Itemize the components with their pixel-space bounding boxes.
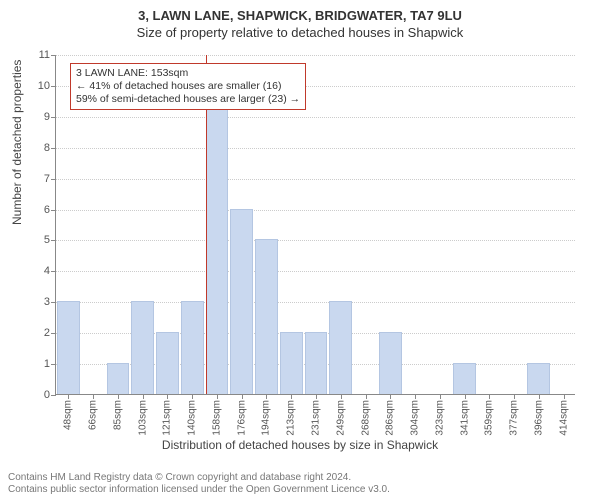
x-tick-mark [440,394,441,399]
x-tick-mark [242,394,243,399]
x-tick-label: 286sqm [385,400,396,436]
histogram-bar [156,332,179,394]
y-tick-label: 1 [44,358,50,370]
y-tick-mark [51,395,56,396]
x-tick-mark [93,394,94,399]
callout-line: ← 41% of detached houses are smaller (16… [76,80,300,93]
x-tick-label: 121sqm [162,400,173,436]
x-tick-label: 414sqm [558,400,569,436]
y-tick-label: 0 [44,389,50,401]
footer-line-2: Contains public sector information licen… [8,484,390,496]
y-tick-mark [51,333,56,334]
callout-box: 3 LAWN LANE: 153sqm← 41% of detached hou… [70,63,306,110]
y-tick-label: 10 [38,80,50,92]
histogram-bar [107,363,130,394]
histogram-bar [181,301,204,394]
x-tick-mark [217,394,218,399]
histogram-bar [131,301,154,394]
gridline [56,210,575,211]
x-tick-label: 48sqm [63,400,74,430]
x-tick-mark [192,394,193,399]
histogram-bar [280,332,303,394]
histogram-bar [453,363,476,394]
x-tick-label: 176sqm [236,400,247,436]
x-axis-label: Distribution of detached houses by size … [0,438,600,452]
y-tick-mark [51,364,56,365]
x-tick-mark [465,394,466,399]
x-tick-label: 158sqm [211,400,222,436]
y-tick-mark [51,117,56,118]
histogram-bar [230,209,253,394]
y-tick-mark [51,240,56,241]
y-tick-mark [51,302,56,303]
callout-line: 59% of semi-detached houses are larger (… [76,93,300,106]
y-tick-label: 4 [44,265,50,277]
x-tick-label: 249sqm [335,400,346,436]
gridline [56,117,575,118]
x-tick-label: 396sqm [533,400,544,436]
gridline [56,55,575,56]
x-tick-mark [514,394,515,399]
x-tick-mark [415,394,416,399]
y-tick-label: 6 [44,204,50,216]
x-tick-mark [390,394,391,399]
y-tick-mark [51,179,56,180]
x-tick-mark [564,394,565,399]
x-tick-mark [143,394,144,399]
histogram-bar [305,332,328,394]
callout-line: 3 LAWN LANE: 153sqm [76,67,300,80]
gridline [56,240,575,241]
x-tick-label: 323sqm [434,400,445,436]
gridline [56,148,575,149]
x-tick-label: 359sqm [484,400,495,436]
x-tick-mark [489,394,490,399]
x-tick-label: 231sqm [311,400,322,436]
gridline [56,179,575,180]
y-tick-mark [51,86,56,87]
histogram-bar [329,301,352,394]
x-tick-label: 66sqm [88,400,99,430]
y-tick-mark [51,55,56,56]
histogram-bar [255,239,278,394]
y-tick-label: 7 [44,173,50,185]
x-tick-mark [167,394,168,399]
gridline [56,271,575,272]
x-tick-mark [118,394,119,399]
x-tick-label: 377sqm [509,400,520,436]
x-tick-label: 103sqm [137,400,148,436]
x-tick-mark [341,394,342,399]
histogram-bar [206,85,229,394]
y-tick-label: 2 [44,327,50,339]
x-tick-mark [266,394,267,399]
y-tick-mark [51,271,56,272]
plot-area: 0123456789101148sqm66sqm85sqm103sqm121sq… [55,55,575,395]
attribution-footer: Contains HM Land Registry data © Crown c… [8,472,390,496]
y-axis-label: Number of detached properties [10,60,24,225]
x-tick-label: 85sqm [112,400,123,430]
x-tick-mark [68,394,69,399]
histogram-bar [379,332,402,394]
y-tick-mark [51,210,56,211]
histogram-bar [57,301,80,394]
title-sub: Size of property relative to detached ho… [0,25,600,40]
x-tick-label: 140sqm [187,400,198,436]
title-main: 3, LAWN LANE, SHAPWICK, BRIDGWATER, TA7 … [0,0,600,23]
y-tick-label: 11 [39,49,50,61]
x-tick-label: 341sqm [459,400,470,436]
x-tick-mark [291,394,292,399]
y-tick-label: 5 [44,234,50,246]
y-tick-label: 3 [44,296,50,308]
y-tick-label: 9 [44,111,50,123]
x-tick-label: 194sqm [261,400,272,436]
x-tick-label: 304sqm [410,400,421,436]
y-tick-label: 8 [44,142,50,154]
histogram-bar [527,363,550,394]
x-tick-mark [366,394,367,399]
x-tick-label: 213sqm [286,400,297,436]
footer-line-1: Contains HM Land Registry data © Crown c… [8,472,390,484]
x-tick-label: 268sqm [360,400,371,436]
x-tick-mark [539,394,540,399]
x-tick-mark [316,394,317,399]
y-tick-mark [51,148,56,149]
